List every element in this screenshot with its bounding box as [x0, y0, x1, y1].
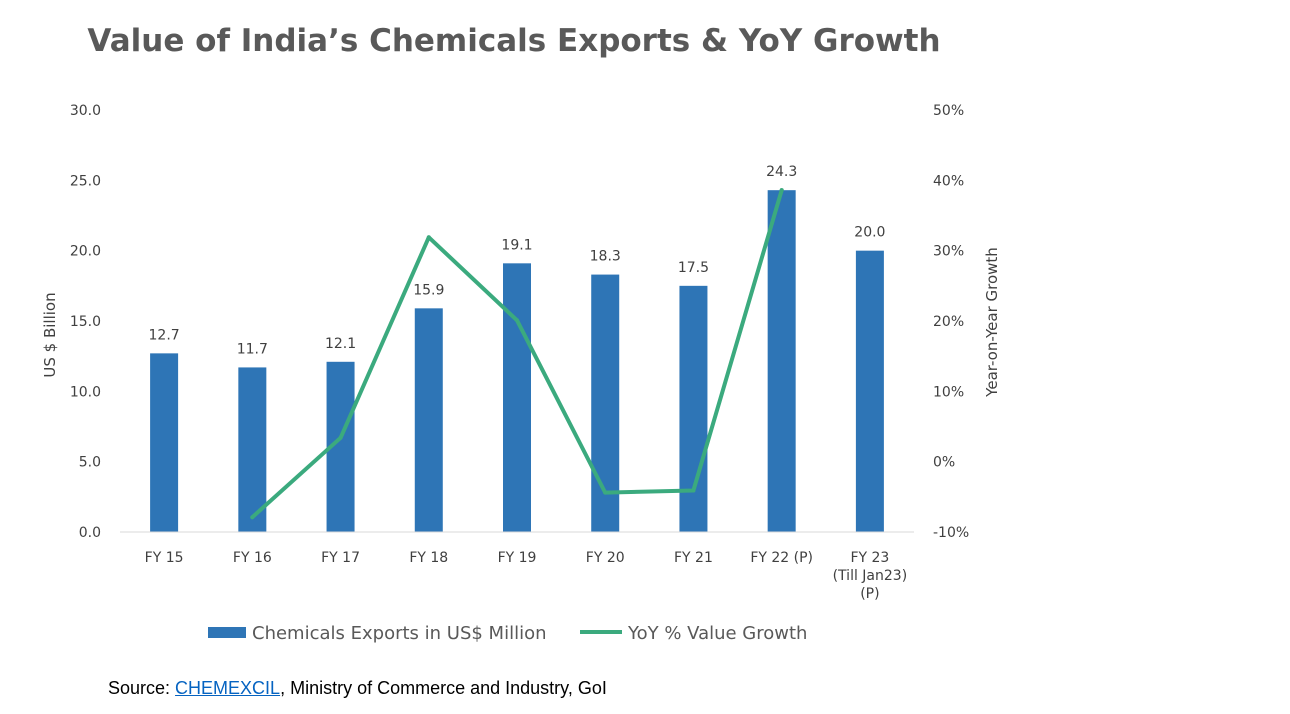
x-tick-label: FY 22 (P) — [750, 550, 813, 566]
source-prefix: Source: — [108, 678, 176, 698]
bar-data-label: 17.5 — [678, 260, 709, 276]
y2-axis-label: Year-on-Year Growth — [983, 247, 1001, 398]
y2-axis-ticks: -10% 0% 10% 20% 30% 40% 50% — [933, 103, 969, 541]
y-tick-label: 5.0 — [79, 455, 101, 471]
line-point — [603, 490, 608, 495]
x-tick-label: FY 17 — [321, 550, 360, 566]
y2-tick-label: 30% — [933, 244, 964, 260]
bar-data-label: 19.1 — [501, 237, 532, 253]
bar — [503, 263, 531, 532]
line-point — [426, 235, 431, 240]
y2-tick-label: 50% — [933, 103, 964, 119]
source-link[interactable]: CHEMEXCIL — [175, 678, 281, 698]
x-axis-ticks: FY 15 FY 16 FY 17 FY 18 FY 19 FY 20 FY 21 FY 22… — [145, 550, 907, 602]
bar-data-label: 11.7 — [237, 341, 268, 357]
line-point — [515, 318, 519, 323]
chart: Value of India’s Chemicals Exports & YoY… — [41, 23, 1001, 644]
y2-tick-label: 0% — [933, 455, 955, 471]
line-point — [691, 488, 696, 493]
y2-tick-label: -10% — [933, 525, 969, 541]
source-suffix: , Ministry of Commerce and Industry, GoI — [280, 678, 607, 698]
x-tick-label: FY 16 — [233, 550, 272, 566]
line-series — [250, 188, 784, 520]
y-tick-label: 10.0 — [70, 384, 101, 400]
line-point — [338, 435, 343, 440]
line-point — [250, 515, 255, 520]
bar-data-label: 12.7 — [149, 327, 180, 343]
bar-data-label: 15.9 — [413, 282, 444, 298]
y-axis-ticks: 0.0 5.0 10.0 15.0 20.0 25.0 30.0 — [70, 103, 101, 541]
y-tick-label: 0.0 — [79, 525, 101, 541]
x-tick-label: FY 15 — [145, 550, 184, 566]
y2-tick-label: 40% — [933, 173, 964, 189]
x-tick-label: FY 18 — [409, 550, 448, 566]
data-labels: 12.7 11.7 12.1 15.9 19.1 18.3 17.5 24.3 20.0 — [149, 164, 886, 357]
bar-data-label: 12.1 — [325, 336, 356, 352]
bar — [414, 308, 443, 532]
chart-title: Value of India’s Chemicals Exports & YoY… — [87, 23, 940, 59]
y-tick-label: 25.0 — [70, 173, 101, 189]
legend-bar-label: Chemicals Exports in US$ Million — [252, 623, 547, 644]
bar — [855, 250, 884, 532]
x-tick-label: FY 20 — [586, 550, 625, 566]
bar-data-label: 24.3 — [766, 164, 797, 180]
bar — [767, 190, 796, 532]
bar-data-label: 20.0 — [854, 225, 885, 241]
x-tick-label: FY 19 — [498, 550, 537, 566]
x-tick-label: FY 21 — [674, 550, 713, 566]
y-tick-label: 20.0 — [70, 244, 101, 260]
bar-data-label: 18.3 — [590, 249, 621, 265]
legend-line-label: YoY % Value Growth — [627, 623, 807, 644]
y2-tick-label: 20% — [933, 314, 964, 330]
bar — [238, 367, 267, 532]
bar — [150, 353, 179, 532]
y-tick-label: 30.0 — [70, 103, 101, 119]
y-axis-label: US $ Billion — [41, 292, 59, 377]
line-point — [779, 188, 784, 193]
legend: Chemicals Exports in US$ Million YoY % V… — [208, 623, 807, 644]
x-tick-label: FY 23 (Till Jan23) (P) — [833, 550, 908, 602]
y-tick-label: 15.0 — [70, 314, 101, 330]
bar — [679, 285, 708, 532]
bar-series — [150, 190, 884, 532]
legend-bar-swatch — [208, 627, 246, 638]
source-note: Source: CHEMEXCIL, Ministry of Commerce … — [108, 678, 607, 699]
y2-tick-label: 10% — [933, 384, 964, 400]
